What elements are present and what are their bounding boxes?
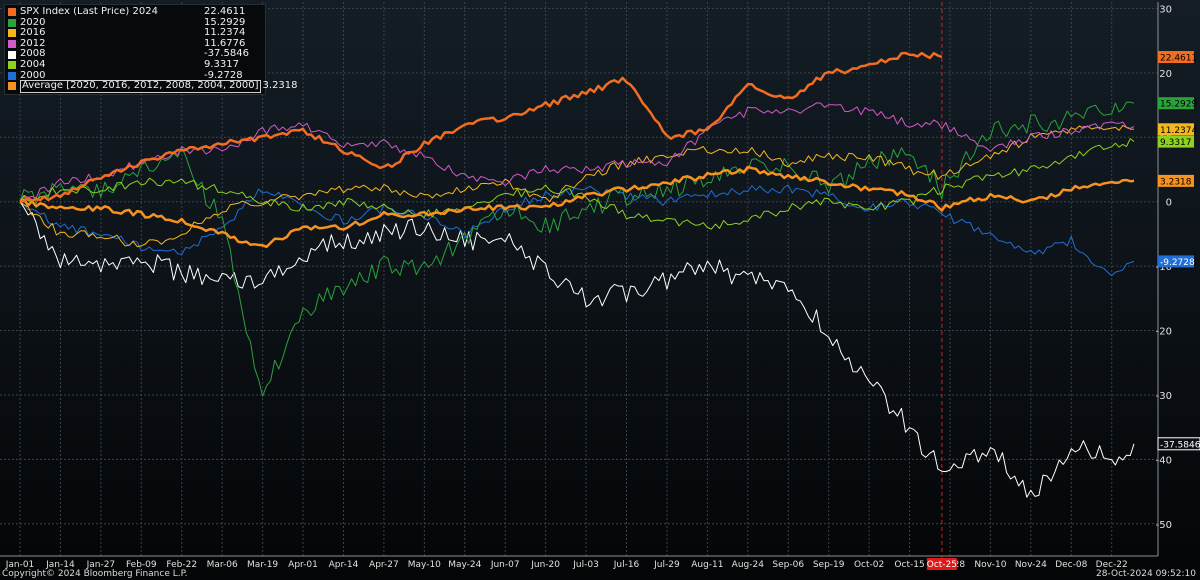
series-line-2020 <box>19 101 1135 397</box>
y-tick-label: -30 <box>1156 391 1172 402</box>
x-tick-label: Mar-19 <box>247 560 278 570</box>
last-value-badge <box>1158 51 1194 64</box>
legend-item: 2016 11.2374 <box>8 28 262 39</box>
x-tick-label: Jul-03 <box>572 560 599 570</box>
series-line-average <box>19 165 1135 249</box>
date-marker-badge <box>926 558 957 570</box>
legend-swatch <box>8 82 16 91</box>
legend-item: 2004 9.3317 <box>8 58 262 71</box>
legend-label: 2008 <box>20 49 46 60</box>
last-value-label: 11.2374 <box>1160 126 1197 136</box>
y-tick-label: 0 <box>1166 198 1172 209</box>
x-tick-label: Apr-27 <box>369 560 399 570</box>
x-tick-label: Dec-22 <box>1096 560 1128 570</box>
x-tick-label: Jun-07 <box>490 560 520 570</box>
legend-value: 11.2374 <box>204 27 246 39</box>
last-value-label: 22.4611 <box>1160 54 1197 64</box>
last-value-label: 15.2929 <box>1160 100 1197 110</box>
legend-label: SPX Index (Last Price) 2024 <box>20 7 158 17</box>
last-value-badge <box>1158 123 1194 136</box>
x-tick-label: Jul-16 <box>613 560 640 570</box>
legend-label: 2000 <box>20 70 46 81</box>
legend-label: 2016 <box>20 28 46 39</box>
series-line-2004 <box>19 138 1135 230</box>
last-value-label: -9.2728 <box>1160 258 1195 268</box>
x-tick-label: Nov-24 <box>1015 560 1047 570</box>
y-tick-label: -40 <box>1156 455 1172 466</box>
x-tick-label: Aug-24 <box>732 560 765 570</box>
legend-value: 22.4611 <box>204 6 246 17</box>
last-value-label: -37.5846 <box>1160 440 1200 450</box>
last-value-label: 3.2318 <box>1160 177 1192 187</box>
legend-value: 9.3317 <box>204 58 239 70</box>
legend-item: 2000 -9.2728 <box>8 69 262 82</box>
last-value-label: 9.3317 <box>1160 138 1192 148</box>
legend-label: 2020 <box>20 17 46 28</box>
legend-value: -9.2728 <box>204 69 243 81</box>
legend-value: 3.2318 <box>262 80 298 92</box>
legend-swatch <box>8 8 16 17</box>
x-tick-label: May-24 <box>448 560 481 570</box>
date-marker-label: Oct-25 <box>927 560 957 570</box>
x-tick-label: Aug-11 <box>691 560 723 570</box>
y-tick-label: 30 <box>1159 4 1172 15</box>
legend-item: Average [2020, 2016, 2012, 2008, 2004, 2… <box>8 80 298 93</box>
last-value-badge <box>1157 437 1200 451</box>
legend-label: 2012 <box>20 38 46 49</box>
y-tick-label: -20 <box>1156 327 1172 338</box>
legend-label: 2004 <box>20 59 46 70</box>
y-tick-label: -10 <box>1156 262 1172 273</box>
x-tick-label: Jan-01 <box>5 560 35 570</box>
x-tick-label: Jul-29 <box>653 560 680 570</box>
x-tick-label: Feb-09 <box>126 560 157 570</box>
legend-label: Average [2020, 2016, 2012, 2008, 2004, 2… <box>20 80 261 93</box>
series-line-2012 <box>19 102 1135 202</box>
x-tick-label: Oct-15 <box>894 560 924 570</box>
series-line-2016 <box>19 124 1135 248</box>
legend: SPX Index (Last Price) 2024 22.4611 2020… <box>4 4 298 95</box>
x-tick-label: Sep-19 <box>813 560 845 570</box>
x-tick-label: Apr-01 <box>288 560 318 570</box>
legend-swatch <box>8 61 16 70</box>
last-value-badge <box>1158 174 1194 187</box>
series-line-2000 <box>19 184 1135 277</box>
last-value-badge <box>1158 97 1194 110</box>
x-tick-label: Jan-27 <box>86 560 116 570</box>
legend-item: SPX Index (Last Price) 2024 22.4611 <box>8 6 262 18</box>
legend-swatch <box>8 40 16 49</box>
x-tick-label: Apr-14 <box>329 560 359 570</box>
y-tick-label: 20 <box>1159 69 1172 80</box>
x-tick-label: Feb-22 <box>166 560 197 570</box>
x-tick-label: Jan-14 <box>45 560 75 570</box>
legend-value: 11.6776 <box>204 37 246 49</box>
timestamp-text: 28-Oct-2024 09:52:10 <box>1096 569 1196 579</box>
y-tick-label: -50 <box>1156 520 1172 531</box>
x-tick-label: Sep-06 <box>772 560 804 570</box>
legend-swatch <box>8 18 16 27</box>
legend-item: 2020 15.2929 <box>8 16 262 29</box>
legend-item: 2012 11.6776 <box>8 37 262 50</box>
last-value-badge <box>1158 255 1194 268</box>
legend-swatch <box>8 50 16 59</box>
legend-value: -37.5846 <box>204 48 249 60</box>
copyright-text: Copyright© 2024 Bloomberg Finance L.P. <box>2 569 188 579</box>
x-tick-label: Dec-08 <box>1055 560 1087 570</box>
x-tick-label: Nov-10 <box>974 560 1006 570</box>
x-tick-label: May-10 <box>408 560 441 570</box>
series-line-2024 <box>19 51 943 203</box>
legend-item: 2008 -37.5846 <box>8 49 262 60</box>
x-tick-label: Mar-06 <box>207 560 238 570</box>
x-tick-label: Oct-02 <box>854 560 884 570</box>
series-line-2008 <box>19 201 1135 498</box>
legend-swatch <box>8 29 16 38</box>
last-value-badge <box>1158 135 1194 148</box>
legend-value: 15.2929 <box>204 16 246 28</box>
legend-swatch <box>8 71 16 80</box>
x-tick-label: Jun-20 <box>530 560 560 570</box>
